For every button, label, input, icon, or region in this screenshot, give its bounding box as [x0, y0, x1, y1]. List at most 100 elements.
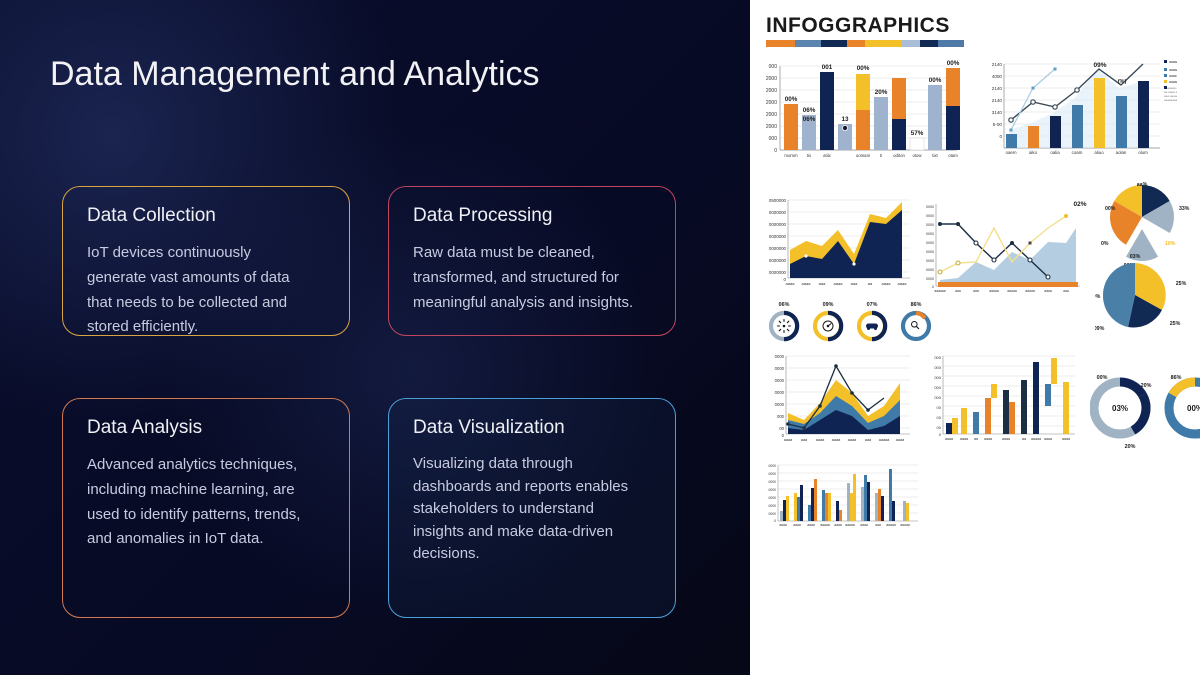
svg-text:00%: 00%	[947, 60, 960, 67]
svg-text:06%: 06%	[779, 302, 790, 308]
svg-text:aaaa: aaaa	[945, 437, 953, 441]
svg-text:07%: 07%	[867, 302, 878, 308]
svg-text:aaa: aaa	[801, 438, 808, 442]
svg-text:0000: 0000	[926, 205, 934, 209]
svg-text:06%: 06%	[803, 116, 816, 123]
svg-text:00%: 00%	[1187, 404, 1200, 413]
svg-text:aaaa: aaaa	[793, 523, 801, 527]
svg-text:0000: 0000	[926, 259, 934, 263]
svg-text:0000000: 0000000	[769, 258, 787, 263]
svg-text:000: 000	[769, 64, 778, 70]
svg-text:0000: 0000	[775, 354, 785, 359]
svg-text:2000: 2000	[766, 100, 777, 106]
svg-text:000: 000	[769, 136, 778, 142]
svg-text:001: 001	[822, 64, 833, 71]
svg-text:aa: aa	[868, 281, 873, 286]
svg-text:olum: olum	[1138, 150, 1148, 155]
svg-text:aaaaa: aaaaa	[879, 438, 890, 442]
svg-text:aaaa: aaaa	[779, 523, 787, 527]
svg-text:0: 0	[774, 148, 777, 154]
svg-text:00%: 00%	[1095, 294, 1101, 300]
svg-text:0: 0	[774, 519, 776, 523]
svg-text:0000: 0000	[768, 488, 776, 492]
svg-text:aaaa: aaaa	[1062, 437, 1070, 441]
svg-text:000: 000	[777, 414, 785, 419]
svg-text:aaaa: aaaa	[984, 437, 992, 441]
svg-text:oomam: oomam	[856, 153, 871, 158]
svg-text:atiix: atiix	[823, 153, 831, 158]
svg-text:2140: 2140	[992, 86, 1003, 91]
svg-text:aaa: aaa	[819, 281, 826, 286]
svg-text:5-00: 5-00	[993, 122, 1003, 127]
svg-text:aaaaa: aaaaa	[1031, 437, 1041, 441]
svg-text:0: 0	[999, 134, 1002, 139]
svg-text:aaa: aaa	[875, 523, 881, 527]
svg-text:aliuo: aliuo	[1094, 150, 1104, 155]
svg-text:0000: 0000	[926, 214, 934, 218]
svg-text:0000: 0000	[926, 250, 934, 254]
svg-text:2000: 2000	[766, 88, 777, 94]
svg-text:aaaa: aaaa	[832, 438, 841, 442]
svg-text:00: 00	[937, 425, 942, 430]
svg-text:4000: 4000	[992, 74, 1003, 79]
svg-text:06%: 06%	[803, 107, 816, 114]
svg-text:2140: 2140	[992, 62, 1003, 67]
svg-text:otow: otow	[912, 153, 922, 158]
svg-text:33%: 33%	[1179, 206, 1190, 212]
svg-text:57%: 57%	[911, 130, 924, 137]
svg-text:aaaa: aaaa	[786, 281, 796, 286]
svg-text:aaaaa: aaaaa	[820, 523, 830, 527]
svg-text:0: 0	[939, 432, 942, 437]
svg-text:0000: 0000	[926, 232, 934, 236]
svg-text:0000: 0000	[768, 464, 776, 468]
svg-text:0000: 0000	[768, 512, 776, 516]
svg-text:aaaa: aaaa	[1044, 289, 1052, 293]
svg-text:aaaa: aaaa	[834, 523, 842, 527]
svg-text:86%: 86%	[1171, 375, 1182, 381]
svg-text:0000000: 0000000	[769, 222, 787, 227]
svg-text:aaa: aaa	[851, 281, 858, 286]
svg-text:aaaaa: aaaaa	[845, 523, 855, 527]
svg-text:(%): (%)	[1118, 79, 1127, 85]
svg-text:20%: 20%	[875, 89, 888, 96]
svg-text:000: 000	[934, 365, 941, 370]
svg-text:tix: tix	[807, 153, 812, 158]
svg-text:000: 000	[934, 395, 941, 400]
svg-text:0000000: 0000000	[769, 210, 787, 215]
svg-text:aaaa: aaaa	[816, 438, 825, 442]
svg-text:aolan: aolan	[1116, 150, 1127, 155]
svg-text:0000: 0000	[926, 277, 934, 281]
svg-text:aaaa: aaaa	[802, 281, 812, 286]
svg-text:aaa: aaa	[973, 289, 979, 293]
svg-text:aaaa: aaaa	[896, 438, 905, 442]
svg-text:otam: otam	[948, 153, 958, 158]
svg-text:09%: 09%	[1095, 326, 1105, 332]
svg-text:000: 000	[934, 375, 941, 380]
svg-text:aa: aa	[974, 437, 978, 441]
svg-text:aiko: aiko	[1029, 150, 1038, 155]
svg-text:aaaa: aaaa	[848, 438, 857, 442]
svg-text:0000: 0000	[926, 241, 934, 245]
svg-text:00: 00	[779, 426, 784, 431]
svg-text:2000: 2000	[766, 124, 777, 130]
svg-text:0500000: 0500000	[769, 198, 787, 203]
svg-text:20%: 20%	[1125, 444, 1136, 450]
svg-text:aaaa aaa aaaaaaa: aaaa aaa aaaaaaa	[1169, 74, 1177, 78]
svg-text:aaaa: aaaa	[784, 438, 793, 442]
svg-text:0000: 0000	[768, 496, 776, 500]
svg-text:0000: 0000	[768, 472, 776, 476]
svg-text:03%: 03%	[1112, 404, 1128, 413]
svg-text:aaaa: aaaa	[898, 281, 908, 286]
svg-text:ti: ti	[880, 153, 882, 158]
svg-text:00%: 00%	[857, 65, 870, 72]
svg-text:aaaaa: aaaaa	[886, 523, 896, 527]
svg-text:aaaa: aaaa	[834, 281, 844, 286]
svg-text:aaaa: aaaa	[882, 281, 892, 286]
svg-text:oaem: oaem	[1006, 150, 1017, 155]
svg-text:0000: 0000	[775, 390, 785, 395]
svg-text:0000: 0000	[926, 268, 934, 272]
svg-text:00%: 00%	[929, 77, 942, 84]
svg-text:aaaaaa: aaaaaa	[934, 289, 945, 293]
svg-text:25%: 25%	[1170, 321, 1181, 327]
svg-text:00%: 00%	[785, 96, 798, 103]
